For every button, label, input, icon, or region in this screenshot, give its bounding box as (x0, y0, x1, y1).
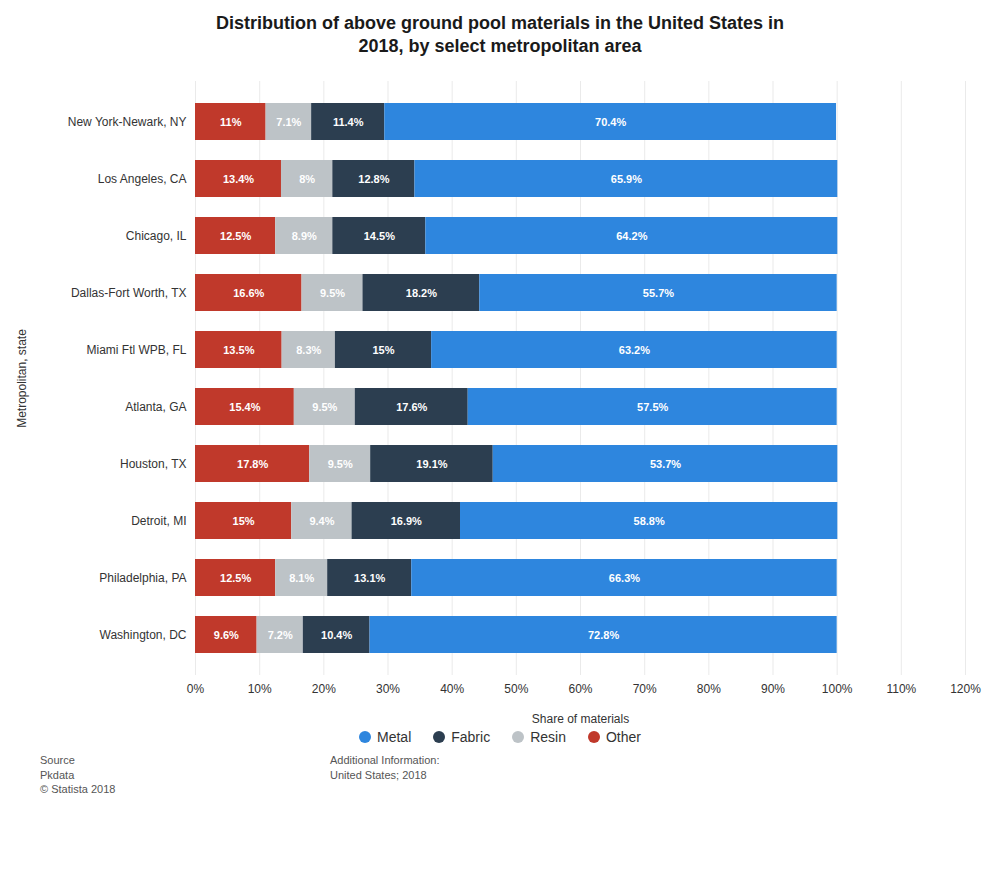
svg-text:New York-Newark, NY: New York-Newark, NY (68, 115, 187, 129)
svg-text:13.1%: 13.1% (354, 571, 385, 583)
html-text:Other: Other (606, 728, 641, 745)
html-text:Resin: Resin (530, 728, 566, 745)
svg-text:65.9%: 65.9% (611, 172, 642, 184)
svg-text:Detroit, MI: Detroit, MI (131, 514, 186, 528)
svg-text:8.3%: 8.3% (296, 343, 321, 355)
svg-text:11.4%: 11.4% (333, 115, 364, 127)
svg-text:70.4%: 70.4% (595, 115, 626, 127)
svg-text:90%: 90% (761, 682, 785, 696)
svg-text:50%: 50% (504, 682, 528, 696)
html-text:Source Pkdata © Statista 2018: Source Pkdata © Statista 2018 (40, 753, 116, 796)
svg-text:9.5%: 9.5% (320, 286, 345, 298)
svg-text:60%: 60% (568, 682, 592, 696)
svg-text:55.7%: 55.7% (643, 286, 674, 298)
svg-text:9.5%: 9.5% (312, 400, 337, 412)
svg-text:Philadelphia, PA: Philadelphia, PA (99, 571, 186, 585)
svg-text:Share of materials: Share of materials (532, 711, 629, 725)
svg-text:0%: 0% (187, 682, 205, 696)
svg-text:9.4%: 9.4% (309, 514, 334, 526)
html-text:Distribution of above ground p: Distribution of above ground pool materi… (216, 13, 784, 57)
svg-text:9.5%: 9.5% (328, 457, 353, 469)
svg-text:13.5%: 13.5% (223, 343, 254, 355)
svg-text:72.8%: 72.8% (588, 628, 619, 640)
svg-text:Houston, TX: Houston, TX (120, 457, 186, 471)
svg-text:17.8%: 17.8% (237, 457, 268, 469)
html-text:Additional Information: United: Additional Information: United States; 2… (330, 753, 440, 781)
svg-text:8.9%: 8.9% (292, 229, 317, 241)
svg-text:53.7%: 53.7% (650, 457, 681, 469)
svg-text:16.6%: 16.6% (233, 286, 264, 298)
svg-text:11%: 11% (220, 115, 242, 127)
svg-text:12.8%: 12.8% (358, 172, 389, 184)
svg-text:Metropolitan, state: Metropolitan, state (15, 329, 29, 428)
svg-text:57.5%: 57.5% (637, 400, 668, 412)
html-text:Fabric: Fabric (451, 728, 491, 745)
svg-text:18.2%: 18.2% (406, 286, 437, 298)
svg-text:Washington, DC: Washington, DC (100, 628, 187, 642)
html-text:Metal: Metal (377, 728, 412, 745)
svg-text:Los Angeles, CA: Los Angeles, CA (98, 172, 187, 186)
svg-text:7.2%: 7.2% (268, 628, 293, 640)
svg-text:100%: 100% (822, 682, 853, 696)
svg-text:12.5%: 12.5% (220, 229, 251, 241)
svg-text:9.6%: 9.6% (214, 628, 239, 640)
svg-text:63.2%: 63.2% (619, 343, 650, 355)
svg-text:40%: 40% (440, 682, 464, 696)
svg-text:20%: 20% (312, 682, 336, 696)
svg-text:13.4%: 13.4% (223, 172, 254, 184)
svg-text:70%: 70% (633, 682, 657, 696)
svg-text:15%: 15% (372, 343, 394, 355)
svg-text:12.5%: 12.5% (220, 571, 251, 583)
svg-text:16.9%: 16.9% (391, 514, 422, 526)
svg-text:17.6%: 17.6% (396, 400, 427, 412)
svg-text:58.8%: 58.8% (634, 514, 665, 526)
svg-text:Miami Ftl WPB, FL: Miami Ftl WPB, FL (86, 343, 186, 357)
svg-text:15.4%: 15.4% (229, 400, 260, 412)
svg-text:120%: 120% (950, 682, 981, 696)
svg-text:110%: 110% (886, 682, 916, 696)
svg-text:80%: 80% (697, 682, 721, 696)
svg-text:Chicago, IL: Chicago, IL (126, 229, 187, 243)
svg-text:8.1%: 8.1% (289, 571, 314, 583)
svg-text:15%: 15% (233, 514, 255, 526)
svg-text:Atlanta, GA: Atlanta, GA (125, 400, 186, 414)
svg-text:Dallas-Fort Worth, TX: Dallas-Fort Worth, TX (71, 286, 187, 300)
svg-text:7.1%: 7.1% (276, 115, 301, 127)
svg-text:10.4%: 10.4% (321, 628, 352, 640)
svg-text:14.5%: 14.5% (364, 229, 395, 241)
svg-text:66.3%: 66.3% (609, 571, 640, 583)
svg-text:64.2%: 64.2% (616, 229, 647, 241)
svg-text:8%: 8% (299, 172, 315, 184)
svg-text:30%: 30% (376, 682, 400, 696)
svg-text:19.1%: 19.1% (416, 457, 447, 469)
svg-text:10%: 10% (248, 682, 272, 696)
